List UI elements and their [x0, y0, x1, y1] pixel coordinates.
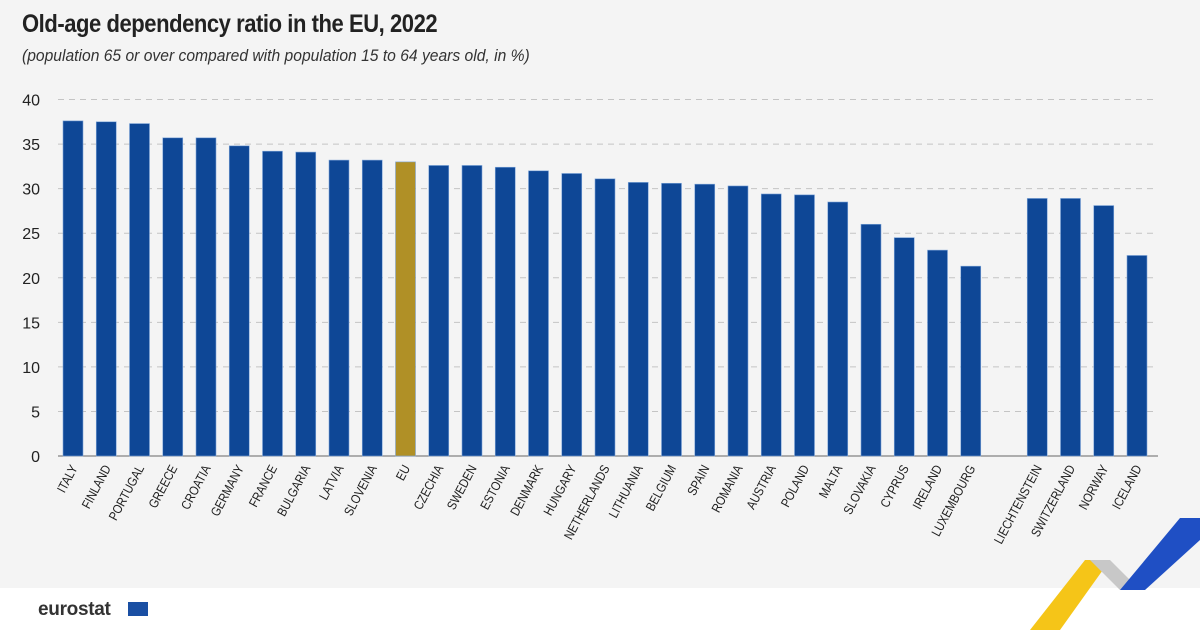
y-tick-label: 10 [22, 360, 40, 377]
x-tick-label: BULGARIA [274, 462, 314, 519]
bar-iceland [1126, 255, 1148, 457]
x-tick-label: GREECE [145, 462, 180, 510]
eu-flag-icon [128, 602, 148, 616]
x-tick-label: CYPRUS [877, 462, 912, 510]
bar-latvia [328, 159, 350, 457]
x-tick-label: SWEDEN [444, 462, 480, 512]
bar-croatia [195, 137, 217, 457]
bar-liechtenstein [1026, 198, 1048, 457]
bar-poland [794, 194, 815, 457]
bar-estonia [494, 166, 516, 457]
y-tick-label: 35 [22, 137, 40, 154]
bar-denmark [528, 170, 549, 457]
bar-greece [162, 137, 184, 457]
x-tick-label: ESTONIA [477, 462, 513, 512]
ribbon-decoration [1030, 518, 1200, 630]
bar-finland [95, 121, 117, 457]
x-tick-label: POLAND [778, 462, 813, 509]
bar-czechia [428, 165, 450, 457]
bar-slovakia [860, 223, 882, 457]
bar-ireland [927, 249, 948, 457]
bar-italy [62, 120, 84, 457]
bar-luxembourg [960, 265, 982, 457]
x-tick-label: SLOVENIA [341, 462, 381, 519]
x-tick-label: BELGIUM [643, 462, 680, 513]
y-tick-label: 5 [31, 404, 40, 421]
bar-spain [694, 183, 716, 457]
y-tick-label: 0 [31, 449, 40, 466]
x-tick-label: ICELAND [1109, 462, 1145, 512]
bar-france [262, 150, 283, 457]
bar-germany [228, 145, 250, 457]
x-tick-label: LATVIA [316, 462, 347, 503]
x-tick-label: ROMANIA [708, 462, 746, 515]
bar-hungary [561, 173, 583, 457]
bar-slovenia [361, 159, 383, 457]
y-tick-label: 20 [22, 271, 40, 288]
x-tick-label: SLOVAKIA [840, 462, 879, 517]
bar-sweden [461, 165, 483, 457]
bar-netherlands [594, 178, 616, 457]
x-tick-label: AUSTRIA [743, 462, 779, 512]
eurostat-logo: eurostat [38, 599, 111, 620]
bar-romania [727, 185, 749, 457]
x-tick-label: MALTA [816, 462, 846, 501]
bar-portugal [129, 123, 150, 457]
x-tick-label: IRELAND [910, 462, 946, 512]
x-tick-label: CROATIA [178, 462, 214, 512]
y-tick-label: 30 [22, 182, 40, 199]
bar-cyprus [893, 237, 915, 457]
bar-eu [395, 161, 416, 457]
chart-subtitle: (population 65 or over compared with pop… [22, 46, 530, 65]
bar-bulgaria [295, 151, 317, 457]
x-tick-label: CZECHIA [411, 462, 447, 513]
x-tick-label: GERMANY [208, 462, 248, 518]
bar-norway [1093, 205, 1115, 457]
bar-lithuania [627, 182, 649, 457]
bar-switzerland [1060, 198, 1081, 457]
x-tick-label: SPAIN [684, 462, 712, 498]
x-tick-label: FINLAND [79, 462, 115, 511]
chart-title: Old-age dependency ratio in the EU, 2022 [22, 10, 438, 38]
x-tick-label: EU [393, 462, 414, 483]
bar-austria [760, 193, 782, 457]
y-tick-label: 40 [22, 93, 40, 110]
y-tick-label: 25 [22, 226, 40, 243]
y-tick-label: 15 [22, 315, 40, 332]
x-tick-label: ITALY [54, 462, 81, 495]
x-tick-label: NORWAY [1076, 462, 1112, 512]
bar-malta [827, 201, 849, 457]
bar-belgium [661, 182, 682, 457]
x-tick-label: FRANCE [246, 462, 281, 509]
